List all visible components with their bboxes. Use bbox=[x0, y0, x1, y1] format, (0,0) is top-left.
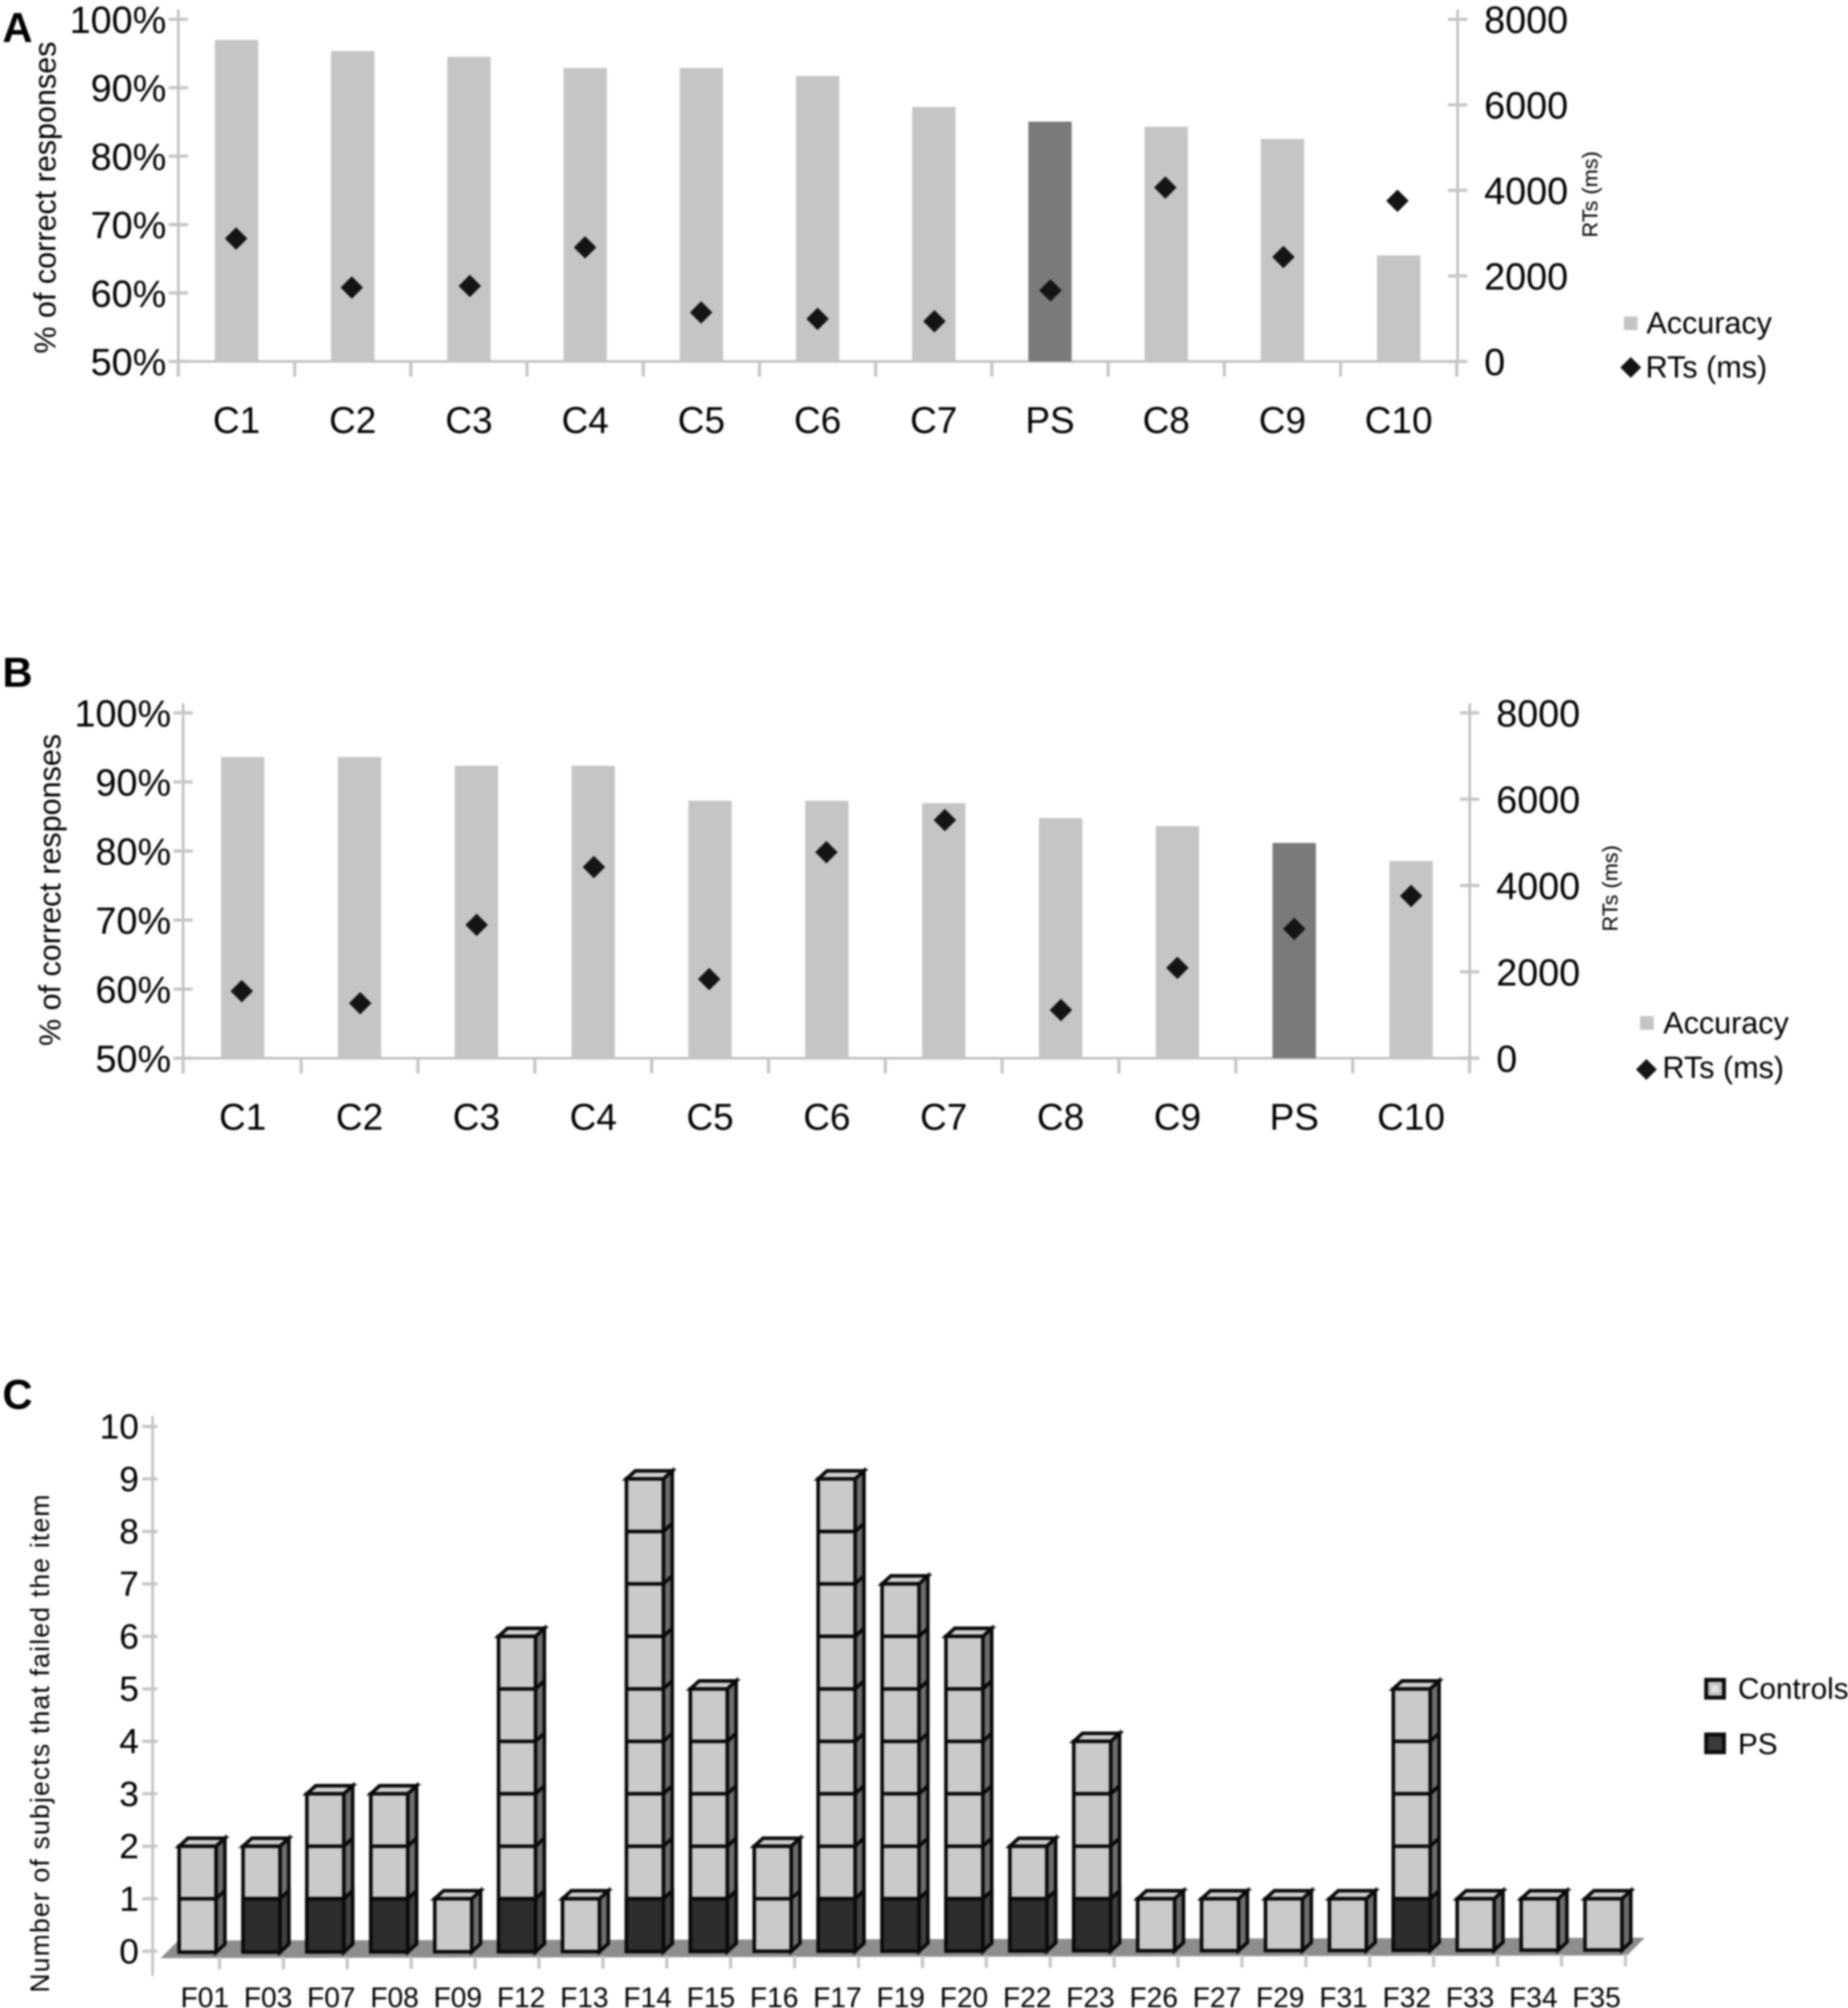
svg-text:F16: F16 bbox=[750, 1982, 798, 2008]
svg-text:RTs (ms): RTs (ms) bbox=[1598, 845, 1622, 932]
svg-text:B: B bbox=[2, 650, 33, 696]
svg-text:80%: 80% bbox=[91, 135, 166, 178]
svg-text:F13: F13 bbox=[560, 1982, 608, 2008]
svg-text:C1: C1 bbox=[219, 1096, 267, 1138]
svg-text:RTs (ms): RTs (ms) bbox=[1662, 1051, 1784, 1085]
svg-text:8000: 8000 bbox=[1484, 0, 1569, 41]
svg-text:C8: C8 bbox=[1037, 1096, 1084, 1138]
svg-text:C3: C3 bbox=[445, 399, 492, 441]
svg-text:F03: F03 bbox=[244, 1982, 292, 2008]
svg-text:F27: F27 bbox=[1193, 1982, 1241, 2008]
svg-text:90%: 90% bbox=[96, 761, 171, 804]
svg-text:50%: 50% bbox=[96, 1038, 171, 1080]
svg-text:RTs (ms): RTs (ms) bbox=[1578, 151, 1602, 238]
svg-text:Controls: Controls bbox=[1738, 1672, 1848, 1705]
svg-text:10: 10 bbox=[100, 1407, 139, 1447]
svg-text:F17: F17 bbox=[814, 1982, 862, 2008]
svg-text:Accuracy: Accuracy bbox=[1646, 307, 1772, 341]
svg-text:C3: C3 bbox=[453, 1096, 500, 1138]
svg-text:8: 8 bbox=[120, 1512, 139, 1552]
svg-text:6000: 6000 bbox=[1484, 84, 1569, 127]
svg-text:C4: C4 bbox=[561, 399, 609, 441]
svg-text:C8: C8 bbox=[1143, 399, 1190, 441]
svg-text:50%: 50% bbox=[91, 341, 166, 383]
svg-text:F08: F08 bbox=[370, 1982, 418, 2008]
svg-text:80%: 80% bbox=[96, 831, 171, 873]
svg-text:F19: F19 bbox=[876, 1982, 924, 2008]
svg-text:C9: C9 bbox=[1259, 399, 1306, 441]
svg-text:C4: C4 bbox=[569, 1096, 617, 1138]
svg-text:70%: 70% bbox=[96, 900, 171, 942]
svg-text:0: 0 bbox=[1484, 341, 1505, 383]
svg-text:C10: C10 bbox=[1365, 399, 1432, 441]
svg-text:8000: 8000 bbox=[1496, 692, 1581, 735]
svg-text:RTs (ms): RTs (ms) bbox=[1646, 351, 1767, 385]
svg-text:C6: C6 bbox=[803, 1096, 851, 1138]
svg-text:C5: C5 bbox=[678, 399, 725, 441]
svg-text:6000: 6000 bbox=[1496, 778, 1581, 821]
svg-text:C2: C2 bbox=[329, 399, 377, 441]
svg-text:F29: F29 bbox=[1256, 1982, 1304, 2008]
svg-text:70%: 70% bbox=[91, 204, 166, 247]
svg-text:C1: C1 bbox=[213, 399, 260, 441]
svg-text:F31: F31 bbox=[1320, 1982, 1368, 2008]
svg-text:F26: F26 bbox=[1129, 1982, 1177, 2008]
svg-text:C6: C6 bbox=[794, 399, 842, 441]
svg-text:F22: F22 bbox=[1003, 1982, 1051, 2008]
svg-text:A: A bbox=[2, 5, 33, 51]
svg-text:4000: 4000 bbox=[1496, 865, 1581, 908]
svg-text:C5: C5 bbox=[687, 1096, 734, 1138]
svg-text:F09: F09 bbox=[434, 1982, 482, 2008]
svg-text:4000: 4000 bbox=[1484, 169, 1569, 212]
svg-text:F35: F35 bbox=[1573, 1982, 1621, 2008]
svg-text:C: C bbox=[2, 1372, 33, 1418]
svg-text:Number of subjects that faile: Number of subjects that failed the item bbox=[25, 1493, 55, 1993]
svg-text:0: 0 bbox=[120, 1932, 139, 1971]
svg-text:F07: F07 bbox=[307, 1982, 355, 2008]
svg-text:F14: F14 bbox=[623, 1982, 671, 2008]
svg-text:F32: F32 bbox=[1382, 1982, 1430, 2008]
svg-text:2000: 2000 bbox=[1484, 255, 1569, 298]
svg-text:90%: 90% bbox=[91, 67, 166, 109]
svg-text:60%: 60% bbox=[91, 272, 166, 315]
svg-text:C10: C10 bbox=[1377, 1096, 1445, 1138]
svg-text:% of correct responses: % of correct responses bbox=[29, 42, 63, 354]
svg-text:5: 5 bbox=[120, 1670, 139, 1709]
svg-text:2: 2 bbox=[120, 1827, 139, 1867]
svg-text:F34: F34 bbox=[1509, 1982, 1557, 2008]
svg-text:2000: 2000 bbox=[1496, 951, 1581, 994]
svg-text:F01: F01 bbox=[181, 1982, 229, 2008]
svg-text:0: 0 bbox=[1496, 1038, 1517, 1080]
svg-text:% of correct responses: % of correct responses bbox=[34, 734, 67, 1047]
svg-text:7: 7 bbox=[120, 1565, 139, 1604]
svg-text:C7: C7 bbox=[910, 399, 957, 441]
svg-text:C7: C7 bbox=[920, 1096, 968, 1138]
svg-text:PS: PS bbox=[1270, 1096, 1319, 1138]
svg-text:4: 4 bbox=[120, 1722, 139, 1761]
svg-text:60%: 60% bbox=[96, 969, 171, 1011]
svg-text:1: 1 bbox=[120, 1879, 139, 1919]
svg-text:3: 3 bbox=[120, 1774, 139, 1814]
svg-text:F23: F23 bbox=[1067, 1982, 1115, 2008]
svg-text:C2: C2 bbox=[336, 1096, 383, 1138]
svg-text:F12: F12 bbox=[497, 1982, 545, 2008]
svg-text:F33: F33 bbox=[1446, 1982, 1494, 2008]
svg-text:C9: C9 bbox=[1154, 1096, 1201, 1138]
svg-text:6: 6 bbox=[120, 1617, 139, 1656]
svg-text:PS: PS bbox=[1738, 1728, 1777, 1761]
svg-text:F20: F20 bbox=[940, 1982, 988, 2008]
svg-text:Accuracy: Accuracy bbox=[1663, 1007, 1789, 1041]
svg-text:100%: 100% bbox=[70, 0, 166, 41]
svg-text:100%: 100% bbox=[75, 692, 171, 735]
svg-text:9: 9 bbox=[120, 1459, 139, 1499]
svg-text:PS: PS bbox=[1026, 399, 1075, 441]
svg-text:F15: F15 bbox=[687, 1982, 735, 2008]
